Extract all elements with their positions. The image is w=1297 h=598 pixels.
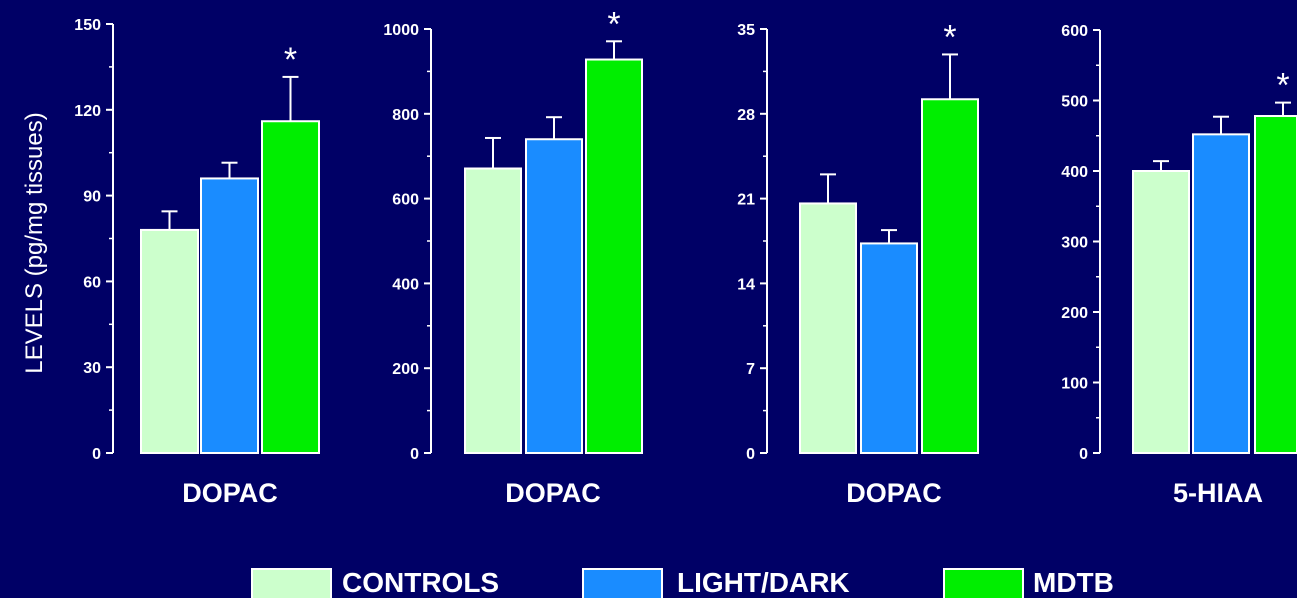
y-tick-label: 0 (410, 446, 419, 463)
bar-mdtb (261, 120, 320, 455)
legend-label: LIGHT/DARK (677, 567, 850, 598)
y-tick-label: 0 (1079, 446, 1088, 463)
y-tick-label: 21 (737, 192, 755, 209)
y-axis-title: LEVELS (pg/mg tissues) (21, 112, 48, 373)
bar-controls (1132, 170, 1190, 454)
y-tick-label: 30 (83, 360, 101, 377)
legend-label: CONTROLS (342, 567, 499, 598)
legend-item-light-dark: LIGHT/DARK (582, 567, 850, 598)
y-tick-label: 200 (392, 361, 419, 378)
bar-mdtb (1254, 115, 1297, 454)
y-tick-label: 60 (83, 274, 101, 291)
y-tick-label: 7 (746, 361, 755, 378)
bar-mdtb (921, 98, 979, 455)
y-tick-label: 28 (737, 107, 755, 124)
y-tick-label: 120 (74, 103, 101, 120)
chart-panel-1: 0 30 60 90 120 150 * DOPAC (74, 17, 320, 508)
legend-label: MDTB (1033, 567, 1114, 598)
chart-panel-3: 0 7 14 21 28 35 * DOPAC (737, 18, 979, 508)
x-category-label: DOPAC (182, 478, 278, 508)
y-tick-label: 800 (392, 107, 419, 124)
bar-controls (140, 228, 199, 454)
x-category-label: DOPAC (846, 478, 942, 508)
bar-controls (799, 202, 857, 454)
y-tick-label: 14 (737, 276, 755, 293)
bar-light-dark (200, 177, 259, 454)
y-tick-label: 150 (74, 17, 101, 34)
bar-light-dark (860, 242, 918, 454)
y-tick-label: 0 (92, 446, 101, 463)
y-tick-label: 300 (1061, 235, 1088, 252)
y-tick-label: 400 (392, 276, 419, 293)
y-tick-label: 200 (1061, 305, 1088, 322)
legend-item-mdtb: MDTB (943, 567, 1114, 598)
x-category-label: 5-HIAA (1173, 478, 1263, 508)
y-tick-label: 1000 (383, 22, 419, 39)
chart-panel-2: 0 200 400 600 800 1000 * DOPAC (383, 5, 643, 508)
y-tick-label: 90 (83, 189, 101, 206)
y-tick-label: 500 (1061, 94, 1088, 111)
significance-star: * (1276, 67, 1289, 105)
significance-star: * (284, 41, 297, 79)
bar-controls (464, 167, 522, 454)
legend-swatch (943, 568, 1024, 598)
y-tick-label: 400 (1061, 164, 1088, 181)
y-tick-label: 0 (746, 446, 755, 463)
legend-swatch (582, 568, 663, 598)
bar-light-dark (525, 138, 583, 455)
significance-star: * (943, 18, 956, 56)
legend-swatch (251, 568, 332, 598)
legend: CONTROLS LIGHT/DARK MDTB (251, 567, 1114, 598)
legend-item-controls: CONTROLS (251, 567, 499, 598)
bar-mdtb (585, 58, 643, 454)
x-category-label: DOPAC (505, 478, 601, 508)
chart-panel-4: 0 100 200 300 400 500 600 * 5-HIAA (1061, 23, 1297, 508)
significance-star: * (607, 5, 620, 43)
y-tick-label: 35 (737, 22, 755, 39)
y-tick-label: 600 (1061, 23, 1088, 40)
y-tick-label: 600 (392, 192, 419, 209)
bar-light-dark (1192, 133, 1250, 454)
y-tick-label: 100 (1061, 376, 1088, 393)
